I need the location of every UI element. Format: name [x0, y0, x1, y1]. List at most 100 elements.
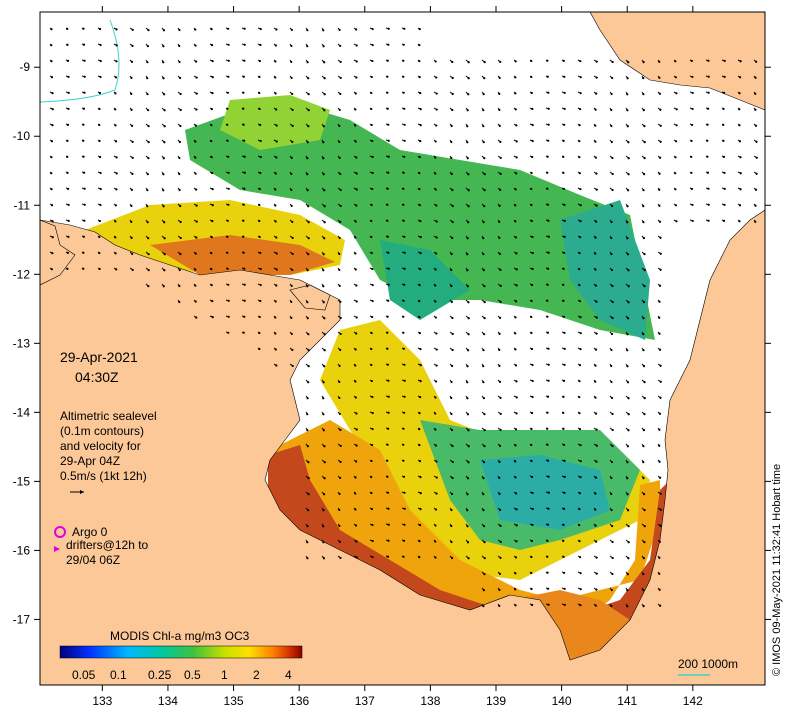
- velocity-arrow-head: [115, 28, 118, 31]
- velocity-arrow-head: [338, 236, 341, 240]
- velocity-arrow-head: [546, 395, 550, 398]
- velocity-arrow-head: [435, 332, 438, 335]
- velocity-arrow-head: [610, 492, 613, 496]
- velocity-arrow-head: [707, 187, 710, 190]
- velocity-arrow-head: [546, 171, 549, 174]
- velocity-arrow-head: [595, 316, 598, 319]
- velocity-arrow-head: [227, 43, 230, 46]
- velocity-arrow-head: [562, 59, 565, 62]
- velocity-arrow-head: [579, 556, 582, 559]
- velocity-arrow-head: [562, 267, 565, 270]
- velocity-arrow-head: [243, 267, 246, 270]
- velocity-arrow-head: [563, 107, 566, 110]
- velocity-arrow-head: [355, 28, 358, 31]
- velocity-arrow-head: [466, 237, 469, 240]
- velocity-arrow-head: [370, 107, 373, 111]
- velocity-arrow-head: [323, 477, 326, 480]
- velocity-arrow-head: [51, 124, 54, 127]
- velocity-arrow-head: [402, 43, 405, 46]
- velocity-arrow-head: [307, 365, 310, 368]
- velocity-arrow-head: [115, 44, 118, 47]
- velocity-arrow-head: [498, 444, 502, 447]
- velocity-arrow-head: [467, 205, 470, 208]
- velocity-arrow-head: [579, 204, 582, 207]
- velocity-arrow-head: [563, 603, 566, 606]
- velocity-arrow-head: [371, 315, 374, 319]
- velocity-arrow-head: [610, 588, 613, 592]
- velocity-arrow-head: [178, 156, 181, 160]
- velocity-arrow-head: [162, 93, 166, 96]
- velocity-arrow-head: [691, 203, 694, 207]
- colorbar-tick-3: 0.5: [184, 668, 201, 682]
- velocity-arrow-head: [451, 188, 454, 192]
- velocity-arrow-head: [707, 203, 710, 206]
- velocity-arrow-head: [338, 364, 341, 368]
- velocity-arrow-head: [658, 188, 661, 191]
- velocity-arrow-head: [738, 140, 742, 143]
- velocity-arrow-head: [610, 508, 613, 512]
- velocity-arrow-head: [419, 348, 422, 351]
- velocity-arrow-head: [307, 349, 310, 352]
- velocity-arrow-head: [723, 75, 726, 78]
- velocity-arrow-head: [739, 172, 742, 175]
- velocity-arrow-head: [370, 363, 373, 367]
- velocity-arrow-head: [435, 76, 438, 79]
- velocity-arrow-head: [419, 140, 422, 143]
- velocity-arrow-head: [275, 156, 278, 159]
- velocity-arrow-head: [307, 461, 310, 464]
- velocity-arrow-head: [403, 491, 406, 494]
- velocity-arrow-head: [210, 44, 214, 47]
- velocity-arrow-head: [339, 172, 342, 176]
- velocity-arrow-head: [50, 188, 53, 191]
- velocity-arrow-head: [402, 171, 405, 174]
- velocity-arrow-head: [370, 491, 373, 495]
- velocity-arrow-head: [563, 219, 566, 222]
- velocity-arrow-head: [547, 507, 550, 510]
- velocity-arrow-head: [610, 108, 613, 112]
- velocity-arrow-head: [658, 348, 662, 351]
- velocity-arrow-head: [450, 300, 453, 304]
- velocity-arrow-head: [594, 268, 597, 271]
- velocity-arrow-head: [402, 427, 405, 430]
- drifter-line-2: 29/04 06Z: [66, 553, 120, 567]
- velocity-arrow-head: [514, 572, 517, 575]
- velocity-arrow-head: [226, 267, 229, 270]
- velocity-arrow-head: [498, 588, 501, 591]
- velocity-arrow-head: [626, 477, 629, 480]
- velocity-arrow-head: [387, 395, 390, 398]
- velocity-arrow-head: [291, 124, 294, 128]
- velocity-arrow-head: [594, 492, 597, 495]
- velocity-arrow-head: [515, 284, 518, 287]
- velocity-arrow-head: [483, 445, 486, 448]
- velocity-arrow-head: [467, 189, 470, 192]
- velocity-arrow-head: [370, 203, 373, 207]
- velocity-arrow-head: [370, 459, 373, 463]
- velocity-arrow-head: [322, 301, 325, 304]
- velocity-arrow-head: [403, 411, 406, 414]
- velocity-arrow-head: [162, 45, 165, 48]
- velocity-arrow-head: [546, 411, 549, 414]
- velocity-arrow-head: [595, 428, 598, 431]
- velocity-arrow-head: [418, 460, 422, 463]
- velocity-arrow-head: [643, 413, 646, 416]
- velocity-arrow-head: [450, 524, 453, 528]
- velocity-arrow-head: [339, 204, 342, 208]
- velocity-arrow-head: [659, 524, 662, 527]
- velocity-arrow-head: [658, 412, 662, 415]
- velocity-arrow-head: [339, 460, 342, 464]
- velocity-arrow-head: [386, 315, 389, 318]
- velocity-arrow-head: [450, 556, 454, 560]
- velocity-arrow-head: [194, 284, 197, 287]
- velocity-arrow-head: [226, 219, 229, 222]
- lon-tick-label: 138: [420, 694, 440, 708]
- velocity-arrow-head: [274, 76, 277, 79]
- velocity-arrow-head: [610, 348, 613, 352]
- velocity-arrow-head: [658, 540, 661, 543]
- velocity-arrow-head: [643, 397, 646, 400]
- velocity-arrow-head: [210, 140, 213, 143]
- velocity-arrow-head: [386, 187, 389, 190]
- velocity-arrow-head: [146, 173, 149, 176]
- velocity-arrow-head: [451, 108, 454, 112]
- velocity-arrow-head: [66, 59, 70, 62]
- velocity-arrow-head: [450, 508, 453, 512]
